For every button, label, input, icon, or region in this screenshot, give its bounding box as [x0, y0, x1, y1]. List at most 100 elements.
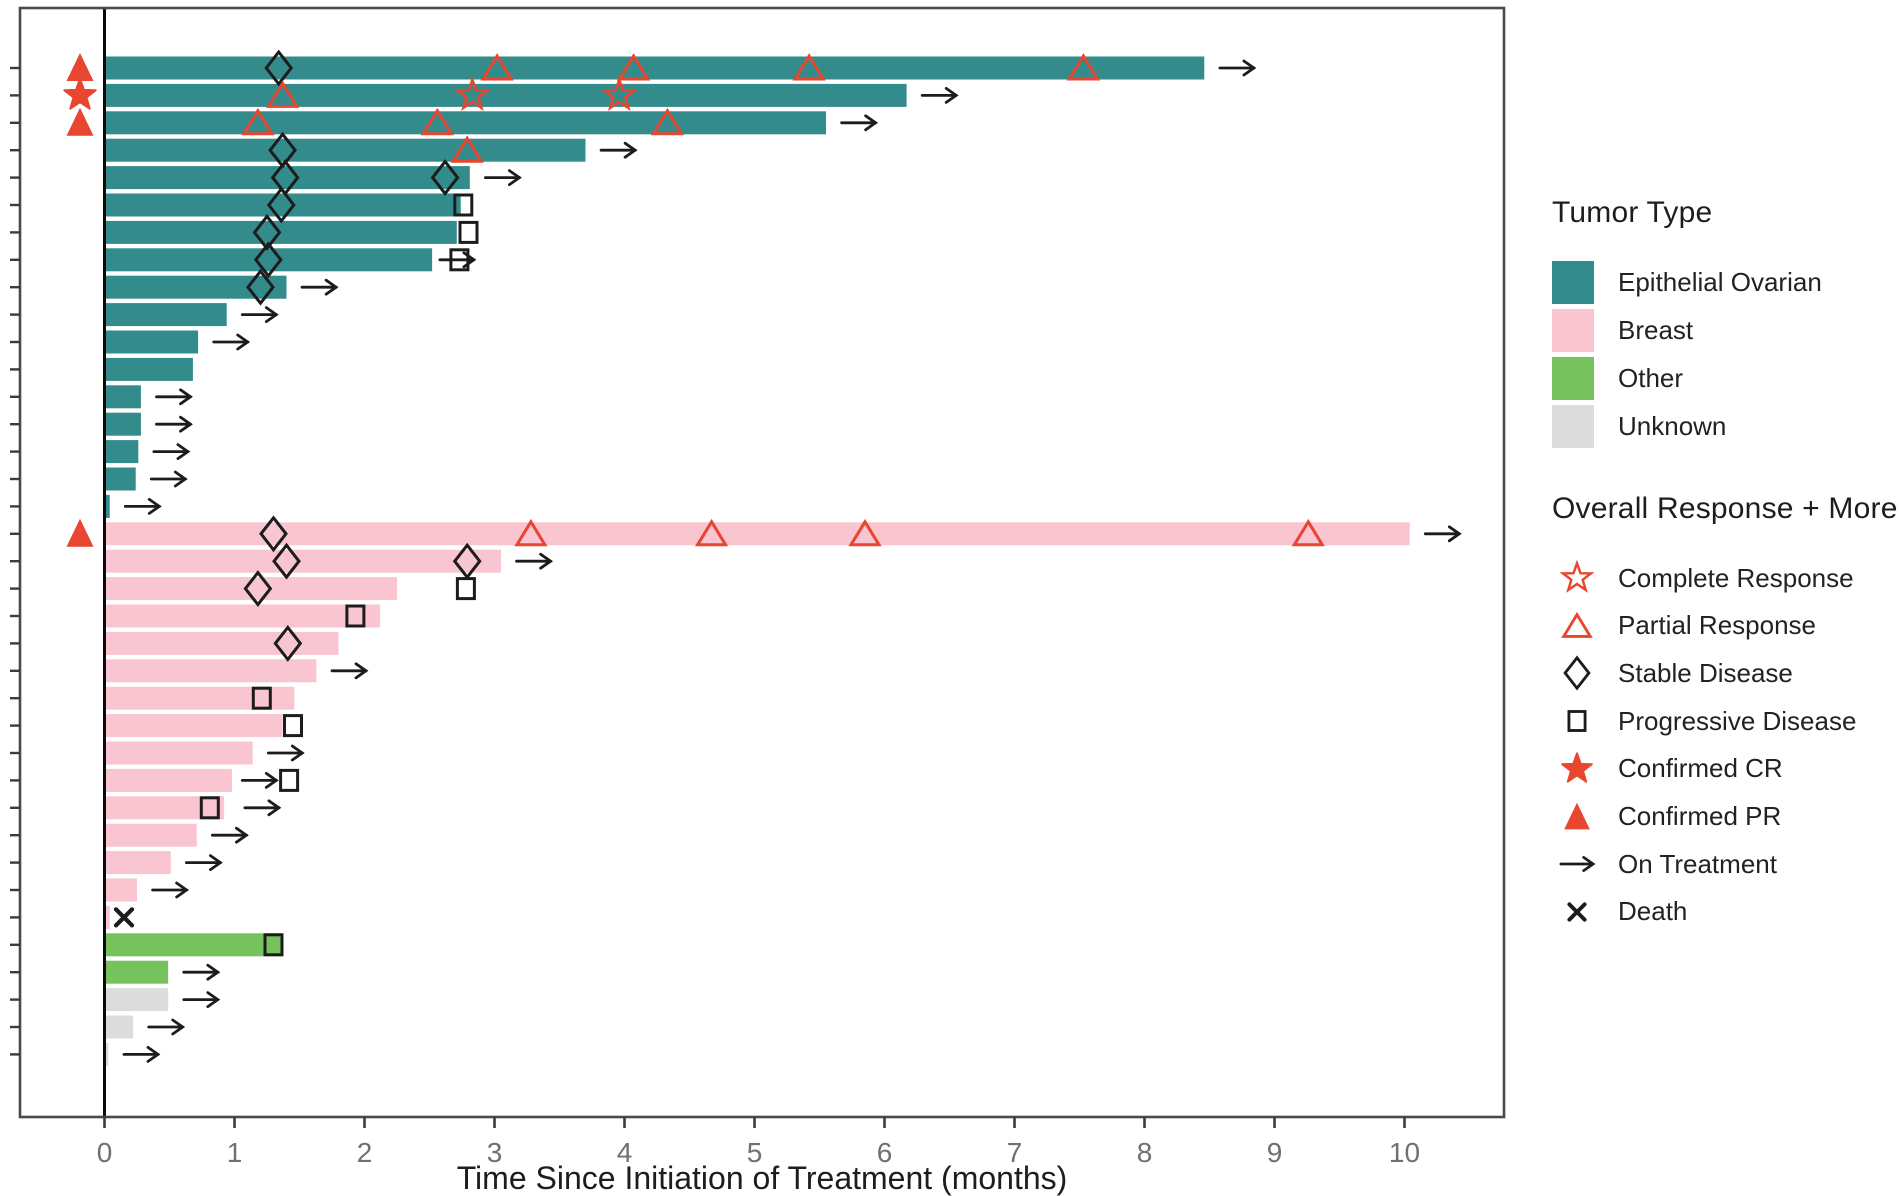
- partial-response-marker: [514, 518, 548, 547]
- on-treatment-arrow: [266, 744, 305, 762]
- swimmer-bar: [104, 823, 197, 847]
- swimmer-bar: [104, 933, 283, 957]
- on-treatment-arrow: [240, 772, 279, 789]
- tumor-color-swatch: [1552, 356, 1594, 400]
- x-tick-label: 8: [1137, 1137, 1153, 1168]
- response-legend-label: Confirmed CR: [1618, 753, 1783, 784]
- tumor-color-swatch: [1552, 308, 1594, 352]
- on-treatment-arrow: [149, 470, 188, 488]
- swimmer-bar: [104, 56, 1205, 80]
- partial-response-marker: [420, 107, 454, 136]
- swimmer-bar: [104, 193, 461, 217]
- partial-response-marker: [1291, 518, 1325, 547]
- on-treatment-arrow: [152, 443, 191, 461]
- x-tick-label: 6: [877, 1137, 893, 1168]
- swimmer-bar: [104, 357, 193, 381]
- on-treatment-arrow: [1218, 59, 1257, 77]
- swimmer-bar: [104, 522, 1410, 546]
- stable-disease-marker: [259, 515, 288, 553]
- swimmer-bar: [104, 549, 501, 573]
- stable-disease-marker: [266, 186, 296, 224]
- progressive-disease-legend-icon: [1567, 710, 1587, 733]
- response-legend-label: On Treatment: [1618, 848, 1777, 879]
- partial-response-legend-icon: [1561, 611, 1593, 638]
- x-tick-label: 5: [747, 1137, 763, 1168]
- partial-response-marker: [694, 518, 729, 547]
- swimmer-bar: [104, 275, 287, 299]
- swimmer-bar: [104, 796, 225, 820]
- on-treatment-arrow: [122, 1046, 161, 1063]
- x-tick-label: 9: [1267, 1137, 1283, 1168]
- on-treatment-arrow: [210, 826, 249, 844]
- on-treatment-arrow: [1423, 525, 1462, 543]
- on-treatment-arrow: [1559, 856, 1596, 873]
- response-legend: Overall Response + More Complete Respons…: [1552, 492, 1900, 926]
- response-legend-label: Progressive Disease: [1618, 705, 1857, 736]
- swimmer-bar: [104, 166, 470, 190]
- on-treatment-legend-icon: [1559, 856, 1596, 873]
- on-treatment-arrow: [182, 991, 221, 1008]
- death-legend-icon: [1567, 902, 1587, 922]
- tumor-legend-item: Epithelial Ovarian: [1552, 258, 1822, 306]
- progressive-disease-marker: [453, 193, 474, 217]
- x-tick-label: 1: [227, 1137, 243, 1168]
- confirmed-pr-marker: [66, 53, 94, 81]
- confirmed-cr-legend-icon: [1561, 752, 1593, 783]
- stable-disease-marker: [430, 159, 460, 197]
- tumor-legend-label: Breast: [1618, 314, 1694, 345]
- swimmer-bar: [104, 741, 253, 765]
- on-treatment-arrow: [155, 415, 193, 433]
- on-treatment-arrow: [920, 87, 959, 104]
- progressive-disease-marker: [199, 796, 220, 820]
- x-tick-label: 2: [357, 1137, 373, 1168]
- on-treatment-arrow: [599, 141, 638, 159]
- death-marker: [113, 907, 135, 928]
- swimmer-bar: [104, 878, 137, 902]
- swimmer-bar: [104, 1015, 134, 1039]
- x-tick-label: 7: [1007, 1137, 1023, 1168]
- swimmer-bar: [104, 248, 433, 272]
- partial-response-marker: [650, 107, 685, 136]
- progressive-disease-marker: [449, 248, 470, 272]
- confirmed-pr-legend-icon: [1564, 802, 1590, 829]
- stable-disease-marker: [1563, 655, 1591, 691]
- tumor-legend-label: Unknown: [1618, 410, 1727, 441]
- swimmer-bar: [104, 303, 227, 327]
- progressive-disease-marker: [279, 768, 300, 792]
- stable-disease-marker: [243, 570, 273, 608]
- tumor-legend-item: Breast: [1552, 306, 1693, 354]
- partial-response-marker: [480, 53, 514, 81]
- swimmer-bar: [104, 577, 397, 601]
- x-tick-label: 0: [97, 1137, 113, 1168]
- on-treatment-arrow: [182, 963, 221, 981]
- death-marker: [1567, 902, 1587, 922]
- on-treatment-arrow: [147, 1018, 186, 1036]
- confirmed-pr-marker: [66, 518, 94, 547]
- swimmer-bar: [104, 467, 136, 491]
- response-legend-label: Complete Response: [1618, 562, 1854, 593]
- swimmer-plot: 0 1 2 3 4 5 6 7 8 9 10 Time Since Initiation of Tre…: [10, 6, 1506, 1196]
- on-treatment-arrow: [155, 388, 193, 406]
- swimmer-bar: [104, 768, 232, 792]
- response-legend-title: Overall Response + More: [1552, 492, 1898, 525]
- confirmed-pr-marker: [1564, 802, 1590, 829]
- progressive-disease-marker: [263, 933, 284, 957]
- stable-disease-marker: [264, 49, 294, 87]
- complete-response-marker: [600, 76, 638, 112]
- on-treatment-arrow: [515, 552, 554, 570]
- swimmer-bar: [104, 111, 826, 135]
- tumor-legend-label: Other: [1618, 362, 1684, 393]
- on-treatment-arrow: [184, 854, 223, 871]
- progressive-disease-marker: [455, 577, 476, 601]
- complete-response-legend-icon: [1559, 559, 1595, 593]
- swimmer-bar: [104, 412, 141, 436]
- complete-response-marker: [1559, 559, 1595, 593]
- tumor-type-legend-title: Tumor Type: [1552, 196, 1713, 229]
- swimmer-bar: [104, 960, 169, 984]
- on-treatment-arrow: [243, 799, 282, 817]
- swimmer-bar: [104, 988, 169, 1012]
- on-treatment-arrow: [240, 306, 279, 324]
- tumor-type-legend: Tumor Type Epithelial Ovarian Breast Oth…: [1552, 196, 1892, 448]
- tumor-color-swatch: [1552, 404, 1594, 448]
